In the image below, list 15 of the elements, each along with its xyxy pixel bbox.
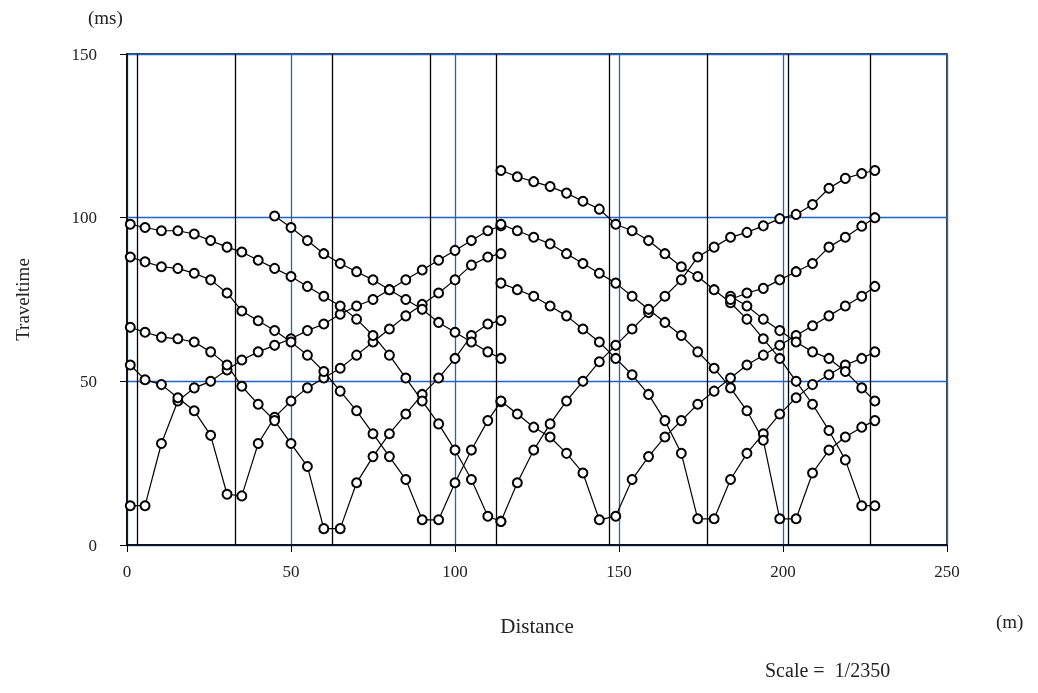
x-tick-label: 150 <box>606 562 632 581</box>
x-tick-label: 250 <box>934 562 960 581</box>
y-axis-title: Traveltime <box>12 258 33 341</box>
x-axis-title: Distance <box>500 613 574 638</box>
x-tick-label: 50 <box>282 562 300 581</box>
text: (m) <box>996 611 1024 633</box>
y-tick-label: 0 <box>88 535 97 555</box>
x-tick-label: 100 <box>442 562 468 581</box>
y-tick-label: 50 <box>80 371 97 391</box>
text: Scale = 1/2350 <box>765 659 891 681</box>
x-tick-label: 200 <box>770 562 796 581</box>
text: (ms) <box>88 7 123 29</box>
y-tick-label: 150 <box>71 44 97 64</box>
x-tick-label: 0 <box>122 562 132 581</box>
y-tick-label: 100 <box>71 208 97 228</box>
